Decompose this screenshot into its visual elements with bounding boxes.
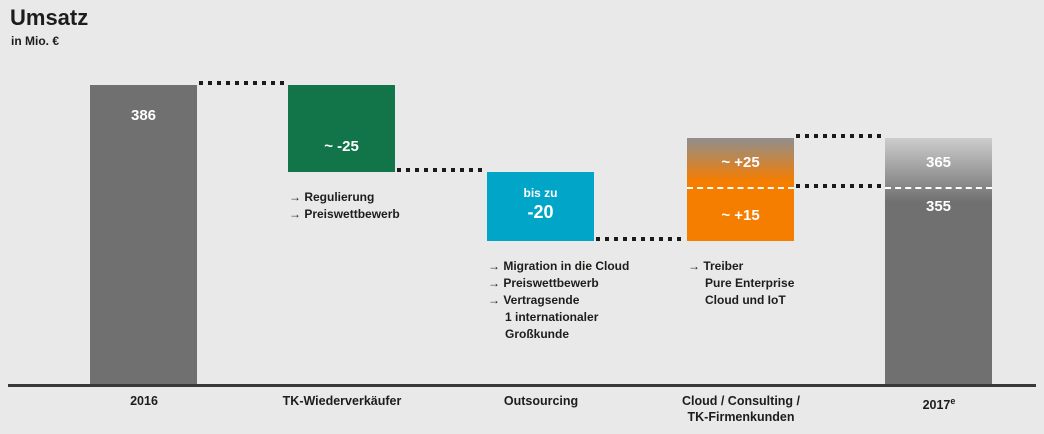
note-line: Pure Enterprise xyxy=(705,276,795,290)
chart-title: Umsatz xyxy=(10,5,89,30)
note-line: → Migration in die Cloud xyxy=(488,259,630,273)
axis-label-outsourcing: Outsourcing xyxy=(503,394,579,408)
connector-dotted-361-level xyxy=(397,168,485,172)
note-line: → Treiber xyxy=(688,259,744,273)
axis-label-2017e: 2017e xyxy=(839,393,1039,413)
chart-subtitle: in Mio. € xyxy=(11,34,59,48)
connector-dotted-386-level xyxy=(199,81,286,85)
bar-tk-wiederverkaeufer-value: ~ -25 xyxy=(324,138,359,155)
bar-outsourcing-value-prefix: bis zu xyxy=(523,185,558,200)
note-line: Großkunde xyxy=(505,327,570,341)
bar-cloud-consulting: ~ +25 ~ +15 xyxy=(687,138,794,241)
bar-2017e-value-low: 355 xyxy=(925,198,952,215)
axis-label-tk-wiederverkaeufer: TK-Wiederverkäufer xyxy=(282,394,402,408)
bar-2017e-lower-segment: 355 xyxy=(885,189,992,385)
note-line: → Preiswettbewerb xyxy=(488,276,599,290)
bar-2016: 386 xyxy=(90,85,197,385)
x-axis-baseline xyxy=(8,384,1036,387)
axis-label-cloud-line1: Cloud / Consulting / xyxy=(681,394,801,408)
bar-outsourcing-value: -20 xyxy=(527,201,554,222)
axis-label-cloud-consulting: Cloud / Consulting / TK-Firmenkunden xyxy=(641,393,841,425)
bar-2017e-value-high: 365 xyxy=(925,154,952,171)
bar-cloud-value-high: ~ +25 xyxy=(721,154,760,171)
dashed-divider xyxy=(885,187,992,189)
connector-dotted-355-level xyxy=(796,184,883,188)
note-line: → Regulierung xyxy=(289,190,375,204)
note-outsourcing: → Migration in die Cloud → Preiswettbewe… xyxy=(488,258,629,343)
note-line: 1 internationaler xyxy=(505,310,599,324)
note-cloud-consulting: → Treiber Pure Enterprise Cloud und IoT xyxy=(688,258,794,309)
axis-2017-superscript: e xyxy=(950,396,956,406)
bar-2016-value: 386 xyxy=(130,107,157,124)
bar-cloud-lower-segment: ~ +15 xyxy=(687,189,794,241)
note-line: → Vertragsende xyxy=(488,293,580,307)
connector-dotted-365-level xyxy=(796,134,883,138)
bar-outsourcing: bis zu -20 xyxy=(487,172,594,241)
dashed-divider xyxy=(687,187,794,189)
note-tk-wiederverkaeufer: → Regulierung → Preiswettbewerb xyxy=(289,189,400,223)
axis-label-cloud-line2: TK-Firmenkunden xyxy=(687,410,795,424)
bar-2017e: 365 355 xyxy=(885,138,992,385)
bar-cloud-upper-segment: ~ +25 xyxy=(687,138,794,187)
axis-2017-text: 2017 xyxy=(922,398,951,413)
bar-2017e-upper-segment: 365 xyxy=(885,138,992,187)
note-line: → Preiswettbewerb xyxy=(289,207,400,221)
connector-dotted-341-level xyxy=(596,237,685,241)
axis-label-2016: 2016 xyxy=(130,394,158,408)
bar-cloud-value-low: ~ +15 xyxy=(721,206,760,224)
bar-tk-wiederverkaeufer: ~ -25 xyxy=(288,85,395,172)
note-line: Cloud und IoT xyxy=(705,293,786,307)
